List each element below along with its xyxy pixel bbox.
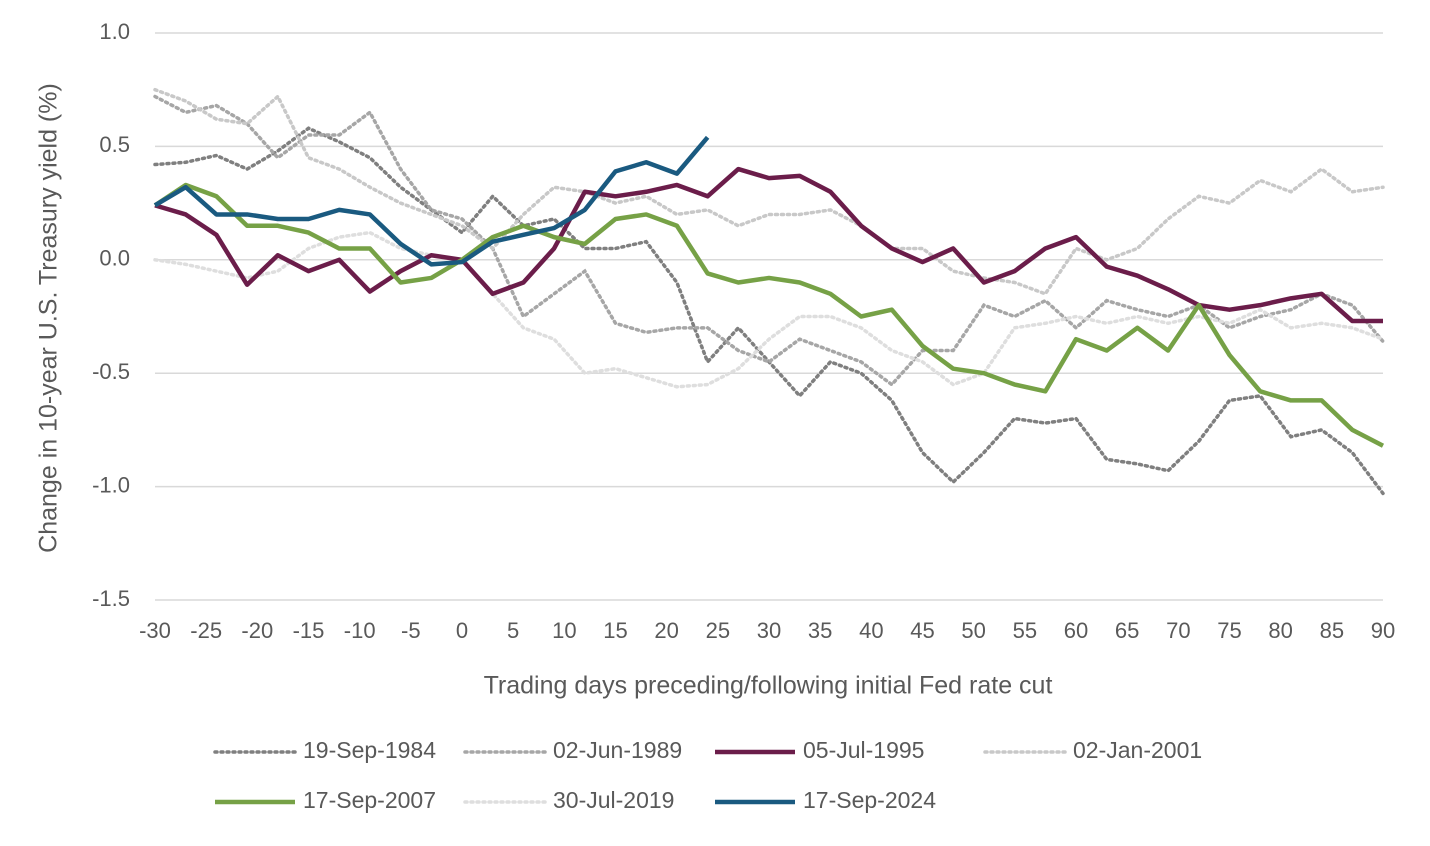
x-tick-label: 80	[1268, 618, 1292, 643]
x-tick-label: -20	[241, 618, 273, 643]
legend-label: 17-Sep-2024	[803, 787, 936, 813]
x-tick-label: 50	[961, 618, 985, 643]
series-line	[153, 182, 1385, 448]
x-tick-label: 90	[1371, 618, 1395, 643]
y-tick-label: 0.0	[99, 246, 130, 271]
x-tick-label: 35	[808, 618, 832, 643]
x-tick-label: 75	[1217, 618, 1241, 643]
x-tick-label: 40	[859, 618, 883, 643]
legend-label: 02-Jan-2001	[1073, 737, 1202, 763]
legend-label: 19-Sep-1984	[303, 737, 436, 763]
x-tick-label: 45	[910, 618, 934, 643]
x-tick-label: 15	[603, 618, 627, 643]
x-tick-label: 10	[552, 618, 576, 643]
x-tick-label: 70	[1166, 618, 1190, 643]
legend-label: 02-Jun-1989	[553, 737, 682, 763]
series-line	[153, 87, 1385, 296]
x-tick-label: -5	[401, 618, 421, 643]
x-tick-label: 20	[654, 618, 678, 643]
y-tick-label: 0.5	[99, 132, 130, 157]
x-tick-label: -15	[293, 618, 325, 643]
series-line	[153, 230, 1385, 389]
y-tick-label: -1.5	[92, 586, 130, 611]
x-tick-label: -10	[344, 618, 376, 643]
series-line	[153, 135, 710, 267]
legend-label: 05-Jul-1995	[803, 737, 924, 763]
series-line	[154, 166, 1383, 324]
x-tick-label: 30	[757, 618, 781, 643]
legend-label: 30-Jul-2019	[553, 787, 674, 813]
x-tick-label: 65	[1115, 618, 1139, 643]
y-tick-label: -0.5	[92, 359, 130, 384]
x-tick-label: 0	[456, 618, 468, 643]
x-tick-label: 25	[706, 618, 730, 643]
x-tick-label: 5	[507, 618, 519, 643]
y-axis-title: Change in 10-year U.S. Treasury yield (%…	[35, 83, 63, 553]
x-tick-label: -25	[190, 618, 222, 643]
series-line	[153, 126, 1385, 496]
x-tick-label: -30	[139, 618, 171, 643]
x-tick-label: 85	[1320, 618, 1344, 643]
series-line	[153, 94, 1385, 387]
y-tick-label: 1.0	[99, 19, 130, 44]
y-tick-label: -1.0	[92, 472, 130, 497]
x-tick-label: 60	[1064, 618, 1088, 643]
legend-label: 17-Sep-2007	[303, 787, 436, 813]
x-axis-title: Trading days preceding/following initial…	[484, 672, 1053, 700]
x-tick-label: 55	[1013, 618, 1037, 643]
